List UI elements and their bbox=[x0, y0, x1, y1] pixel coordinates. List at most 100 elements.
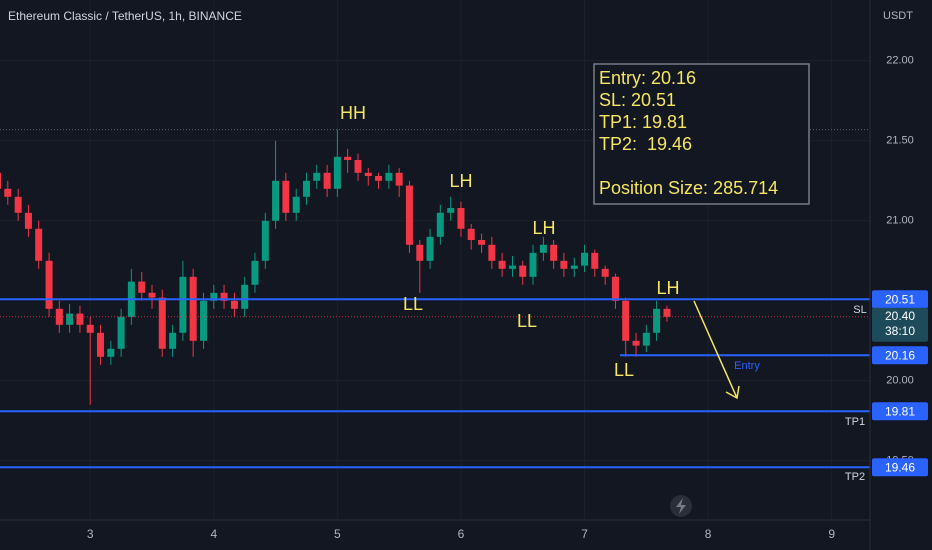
x-tick-label: 3 bbox=[87, 527, 94, 541]
x-tick-label: 9 bbox=[828, 527, 835, 541]
candle-body bbox=[375, 176, 383, 181]
candle-body bbox=[426, 236, 434, 261]
candle-body bbox=[508, 265, 516, 269]
candle-body bbox=[35, 228, 43, 261]
swing-annotation: LH bbox=[449, 171, 472, 191]
arrow-head bbox=[725, 385, 740, 400]
candle-body bbox=[179, 276, 187, 333]
candle-body bbox=[66, 313, 74, 325]
arrow bbox=[693, 300, 738, 399]
x-tick-label: 4 bbox=[210, 527, 217, 541]
level-price-label: 20.16 bbox=[885, 348, 915, 362]
x-tick-label: 6 bbox=[458, 527, 465, 541]
candle-body bbox=[14, 196, 22, 213]
candle-body bbox=[251, 260, 259, 285]
candle-body bbox=[200, 300, 208, 341]
candle-body bbox=[611, 276, 619, 301]
swing-annotation: LL bbox=[403, 294, 423, 314]
candle-body bbox=[488, 244, 496, 261]
candle-body bbox=[560, 260, 568, 269]
x-tick-label: 7 bbox=[581, 527, 588, 541]
candle-body bbox=[663, 308, 671, 317]
candle-body bbox=[169, 332, 177, 349]
candle-body bbox=[230, 300, 238, 309]
level-price-box bbox=[872, 346, 928, 365]
level-price-box bbox=[872, 458, 928, 477]
level-price-label: 19.81 bbox=[885, 404, 915, 418]
candle-body bbox=[447, 208, 455, 213]
candle-body bbox=[436, 212, 444, 237]
y-tick-label: 22.00 bbox=[886, 55, 914, 67]
candle-body bbox=[622, 300, 630, 341]
candle-body bbox=[86, 324, 94, 333]
candle-body bbox=[55, 308, 63, 325]
swing-annotation: LH bbox=[532, 218, 555, 238]
candle-body bbox=[364, 172, 372, 176]
level-name: TP1 bbox=[845, 416, 865, 428]
candle-body bbox=[581, 252, 589, 266]
x-tick-label: 8 bbox=[705, 527, 712, 541]
candle-body bbox=[148, 292, 156, 298]
candle-body bbox=[45, 260, 53, 309]
info-line: TP2: 19.46 bbox=[599, 134, 692, 154]
bolt bbox=[676, 498, 686, 514]
candle-body bbox=[344, 156, 352, 160]
candle-body bbox=[395, 172, 403, 186]
y-tick-label: 21.00 bbox=[886, 215, 914, 227]
candle-body bbox=[282, 180, 290, 213]
candle-body bbox=[478, 240, 486, 245]
y-unit: USDT bbox=[883, 10, 913, 22]
candle-body bbox=[272, 180, 280, 221]
candle-body bbox=[261, 220, 269, 261]
y-tick-label: 20.00 bbox=[886, 375, 914, 387]
swing-annotation: LH bbox=[656, 278, 679, 298]
chart-title: Ethereum Classic / TetherUS, 1h, BINANCE bbox=[8, 9, 242, 23]
candle-body bbox=[0, 172, 2, 189]
candle-body bbox=[570, 265, 578, 269]
grid bbox=[0, 0, 870, 520]
candle-body bbox=[138, 281, 146, 293]
level-price-label: 19.46 bbox=[885, 460, 915, 474]
candle-body bbox=[241, 284, 249, 309]
level-price-box bbox=[872, 290, 928, 309]
info-line: Position Size: 285.714 bbox=[599, 178, 778, 198]
info-line: TP1: 19.81 bbox=[599, 112, 687, 132]
candle-body bbox=[467, 228, 475, 240]
candle-body bbox=[333, 156, 341, 189]
info-line: Entry: 20.16 bbox=[599, 68, 696, 88]
candle-body bbox=[539, 244, 547, 253]
candle-body bbox=[96, 332, 104, 357]
candle-body bbox=[498, 260, 506, 269]
last-price-label: 20.40 bbox=[885, 309, 915, 323]
candle-body bbox=[591, 252, 599, 269]
candle-body bbox=[632, 340, 640, 346]
candle-body bbox=[529, 252, 537, 277]
candle-body bbox=[642, 332, 650, 346]
price-axis: 22.0021.5021.0020.0019.5020.5120.1619.81… bbox=[872, 55, 928, 477]
level-name: SL bbox=[853, 304, 866, 316]
candle-body bbox=[519, 265, 527, 277]
candle-body bbox=[354, 160, 362, 173]
candle-body bbox=[601, 268, 609, 277]
x-tick-label: 5 bbox=[334, 527, 341, 541]
plot-area bbox=[0, 129, 870, 469]
candle-body bbox=[653, 308, 661, 333]
candle-body bbox=[550, 244, 558, 261]
countdown: 38:10 bbox=[885, 324, 915, 338]
swing-annotation: HH bbox=[340, 103, 366, 123]
candle-body bbox=[405, 185, 413, 245]
candle-body bbox=[220, 292, 228, 301]
swing-annotation: LL bbox=[614, 360, 634, 380]
candle-body bbox=[210, 292, 218, 301]
swing-annotation: LL bbox=[517, 311, 537, 331]
candle-body bbox=[117, 316, 125, 349]
candle-body bbox=[313, 172, 321, 181]
candle-body bbox=[107, 348, 115, 357]
level-name: TP2 bbox=[845, 471, 865, 483]
y-tick-label: 21.50 bbox=[886, 135, 914, 147]
level-price-label: 20.51 bbox=[885, 292, 915, 306]
level-price-box bbox=[872, 402, 928, 421]
candle-body bbox=[158, 297, 166, 349]
last-price-box bbox=[872, 307, 928, 342]
